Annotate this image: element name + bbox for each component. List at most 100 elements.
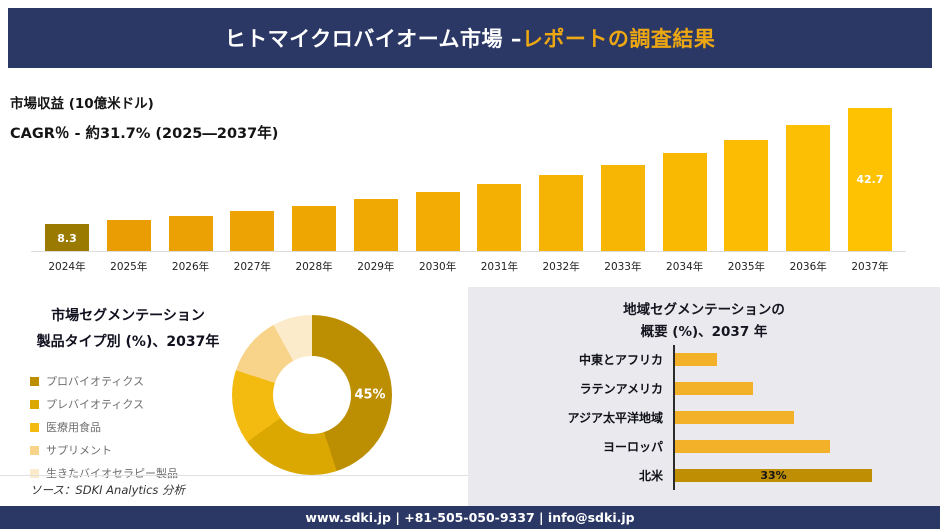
regional-bar-cell — [673, 374, 940, 403]
revenue-bar — [292, 205, 337, 252]
cagr-label: CAGR％ - 約31.7% (2025―2037年) — [10, 126, 279, 142]
revenue-bar — [600, 164, 645, 252]
regional-bar-value-label: 33% — [760, 469, 787, 482]
revenue-bar-column: 2030年 — [415, 192, 460, 275]
segmentation-title-line1: 市場セグメンテーション — [51, 308, 205, 324]
revenue-bar — [230, 211, 275, 252]
legend-swatch — [30, 399, 39, 409]
regional-category-label: 中東とアフリカ — [578, 353, 663, 367]
donut-chart — [232, 315, 392, 475]
regional-category-label: ヨーロッパ — [602, 440, 663, 454]
regional-bar — [675, 353, 717, 366]
legend-label: サプリメント — [46, 444, 112, 457]
revenue-bar-column: 2036年 — [786, 125, 831, 275]
regional-bar-row: アジア太平洋地域 — [468, 403, 940, 432]
segmentation-title-line2: 製品タイプ別 (%)、2037年 — [36, 334, 220, 350]
x-axis-label: 2028年 — [295, 261, 333, 273]
revenue-bar — [168, 215, 213, 252]
x-axis-label: 2026年 — [171, 261, 210, 273]
revenue-bar — [415, 192, 460, 252]
donut-highlight-label: 45% — [354, 387, 386, 403]
page-title-main: ヒトマイクロバイオーム市場 – — [224, 27, 522, 51]
bar-value-label: 8.3 — [57, 231, 77, 245]
regional-bar-chart: 中東とアフリカ ラテンアメリカアジア太平洋地域ヨーロッパ北米 33% — [468, 345, 940, 490]
legend-swatch — [30, 468, 39, 478]
revenue-bar-column: 2034年 — [662, 153, 707, 275]
revenue-bar-chart: 8.3 2024年 2025年 2026年 2027年 2028年 2029年 2030年 20… — [31, 107, 906, 275]
x-axis-label: 2024年 — [48, 261, 86, 273]
revenue-bar — [724, 139, 769, 252]
legend-label: プレバイオティクス — [46, 398, 145, 411]
revenue-bar-column: 2028年 — [292, 205, 337, 275]
x-axis-label: 2033年 — [604, 261, 642, 273]
segmentation-title: 市場セグメンテーション 製品タイプ別 (%)、2037年 — [14, 303, 242, 355]
legend-swatch — [30, 445, 39, 455]
x-axis-label: 2029年 — [357, 261, 395, 273]
x-axis-label: 2034年 — [666, 261, 704, 273]
revenue-bar — [662, 153, 707, 252]
bar-value-label: 42.7 — [856, 173, 884, 187]
revenue-bar — [353, 199, 398, 252]
legend-label: 生きたバイオセラピー製品 — [46, 467, 178, 480]
revenue-bar-column: 2032年 — [539, 175, 584, 275]
revenue-bar-column: 2029年 — [353, 199, 398, 275]
x-axis-label: 2037年 — [851, 261, 889, 273]
legend-swatch — [30, 376, 39, 386]
regional-bar-cell — [673, 432, 940, 461]
regional-bar: 33% — [675, 469, 872, 482]
x-axis-label: 2035年 — [727, 261, 766, 273]
source-note: ソース：SDKI Analytics 分析 — [0, 475, 468, 506]
x-axis-label: 2032年 — [542, 261, 580, 273]
x-axis-label: 2036年 — [789, 261, 827, 273]
regional-bar — [675, 411, 794, 424]
regional-category-label: ラテンアメリカ — [579, 382, 663, 396]
x-axis-label: 2027年 — [233, 261, 271, 273]
regional-bar-row: 中東とアフリカ — [468, 345, 940, 374]
header: ヒトマイクロバイオーム市場 –レポートの調査結果 — [8, 8, 932, 68]
segmentation-panel: 市場セグメンテーション 製品タイプ別 (%)、2037年 プロバイオティクス プレ… — [0, 287, 468, 506]
page-title-accent: レポートの調査結果 — [521, 27, 716, 51]
legend-item: プロバイオティクス — [30, 373, 178, 389]
revenue-bar-column: 2026年 — [168, 215, 213, 275]
bottom-section: 市場セグメンテーション 製品タイプ別 (%)、2037年 プロバイオティクス プレ… — [0, 287, 940, 506]
legend-label: 医療用食品 — [46, 421, 101, 434]
footer: www.sdki.jp | +81-505-050-9337 | info@sd… — [0, 506, 940, 529]
regional-panel: 地域セグメンテーションの 概要 (%)、2037 年 中東とアフリカ ラテンアメリ… — [468, 287, 940, 506]
regional-bar-cell — [673, 345, 940, 374]
donut-chart-wrap: 45% — [232, 315, 392, 475]
regional-bar — [675, 382, 753, 395]
revenue-bar-column: 2033年 — [600, 164, 645, 275]
revenue-bar — [106, 220, 151, 252]
legend-swatch — [30, 422, 39, 432]
regional-category-label: 北米 — [638, 469, 663, 483]
x-axis-label: 2030年 — [418, 261, 457, 273]
revenue-bar — [786, 125, 831, 252]
regional-bar-row: 北米 33% — [468, 461, 940, 490]
revenue-bar-column: 2031年 — [477, 184, 522, 275]
revenue-bar-column: 42.7 2037年 — [847, 107, 892, 275]
x-axis-baseline — [31, 251, 906, 252]
legend-item: サプリメント — [30, 442, 178, 458]
revenue-bar-column: 2035年 — [724, 139, 769, 275]
revenue-bar — [477, 184, 522, 252]
legend-item: 医療用食品 — [30, 419, 178, 435]
legend-item: 生きたバイオセラピー製品 — [30, 465, 178, 481]
regional-bar — [675, 440, 830, 453]
revenue-bar — [539, 175, 584, 252]
regional-title: 地域セグメンテーションの 概要 (%)、2037 年 — [468, 287, 940, 343]
x-axis-label: 2031年 — [480, 261, 518, 273]
revenue-metric-label: 市場収益 (10億米ドル) — [10, 96, 154, 112]
regional-title-line2: 概要 (%)、2037 年 — [640, 324, 768, 340]
legend-label: プロバイオティクス — [46, 375, 145, 388]
segmentation-legend: プロバイオティクス プレバイオティクス 医療用食品サプリメント生きたバイオセラピー製… — [30, 373, 178, 488]
revenue-bar-column: 2025年 — [106, 220, 151, 275]
regional-category-label: アジア太平洋地域 — [567, 411, 663, 425]
regional-bar-row: ヨーロッパ — [468, 432, 940, 461]
regional-bar-cell: 33% — [673, 461, 940, 490]
regional-bar-row: ラテンアメリカ — [468, 374, 940, 403]
revenue-bar-column: 8.3 2024年 — [45, 224, 89, 275]
footer-contact: www.sdki.jp | +81-505-050-9337 | info@sd… — [305, 510, 635, 525]
revenue-chart-section: 市場収益 (10億米ドル) CAGR％ - 約31.7% (2025―2037年… — [0, 68, 940, 287]
x-axis-label: 2025年 — [110, 261, 148, 273]
